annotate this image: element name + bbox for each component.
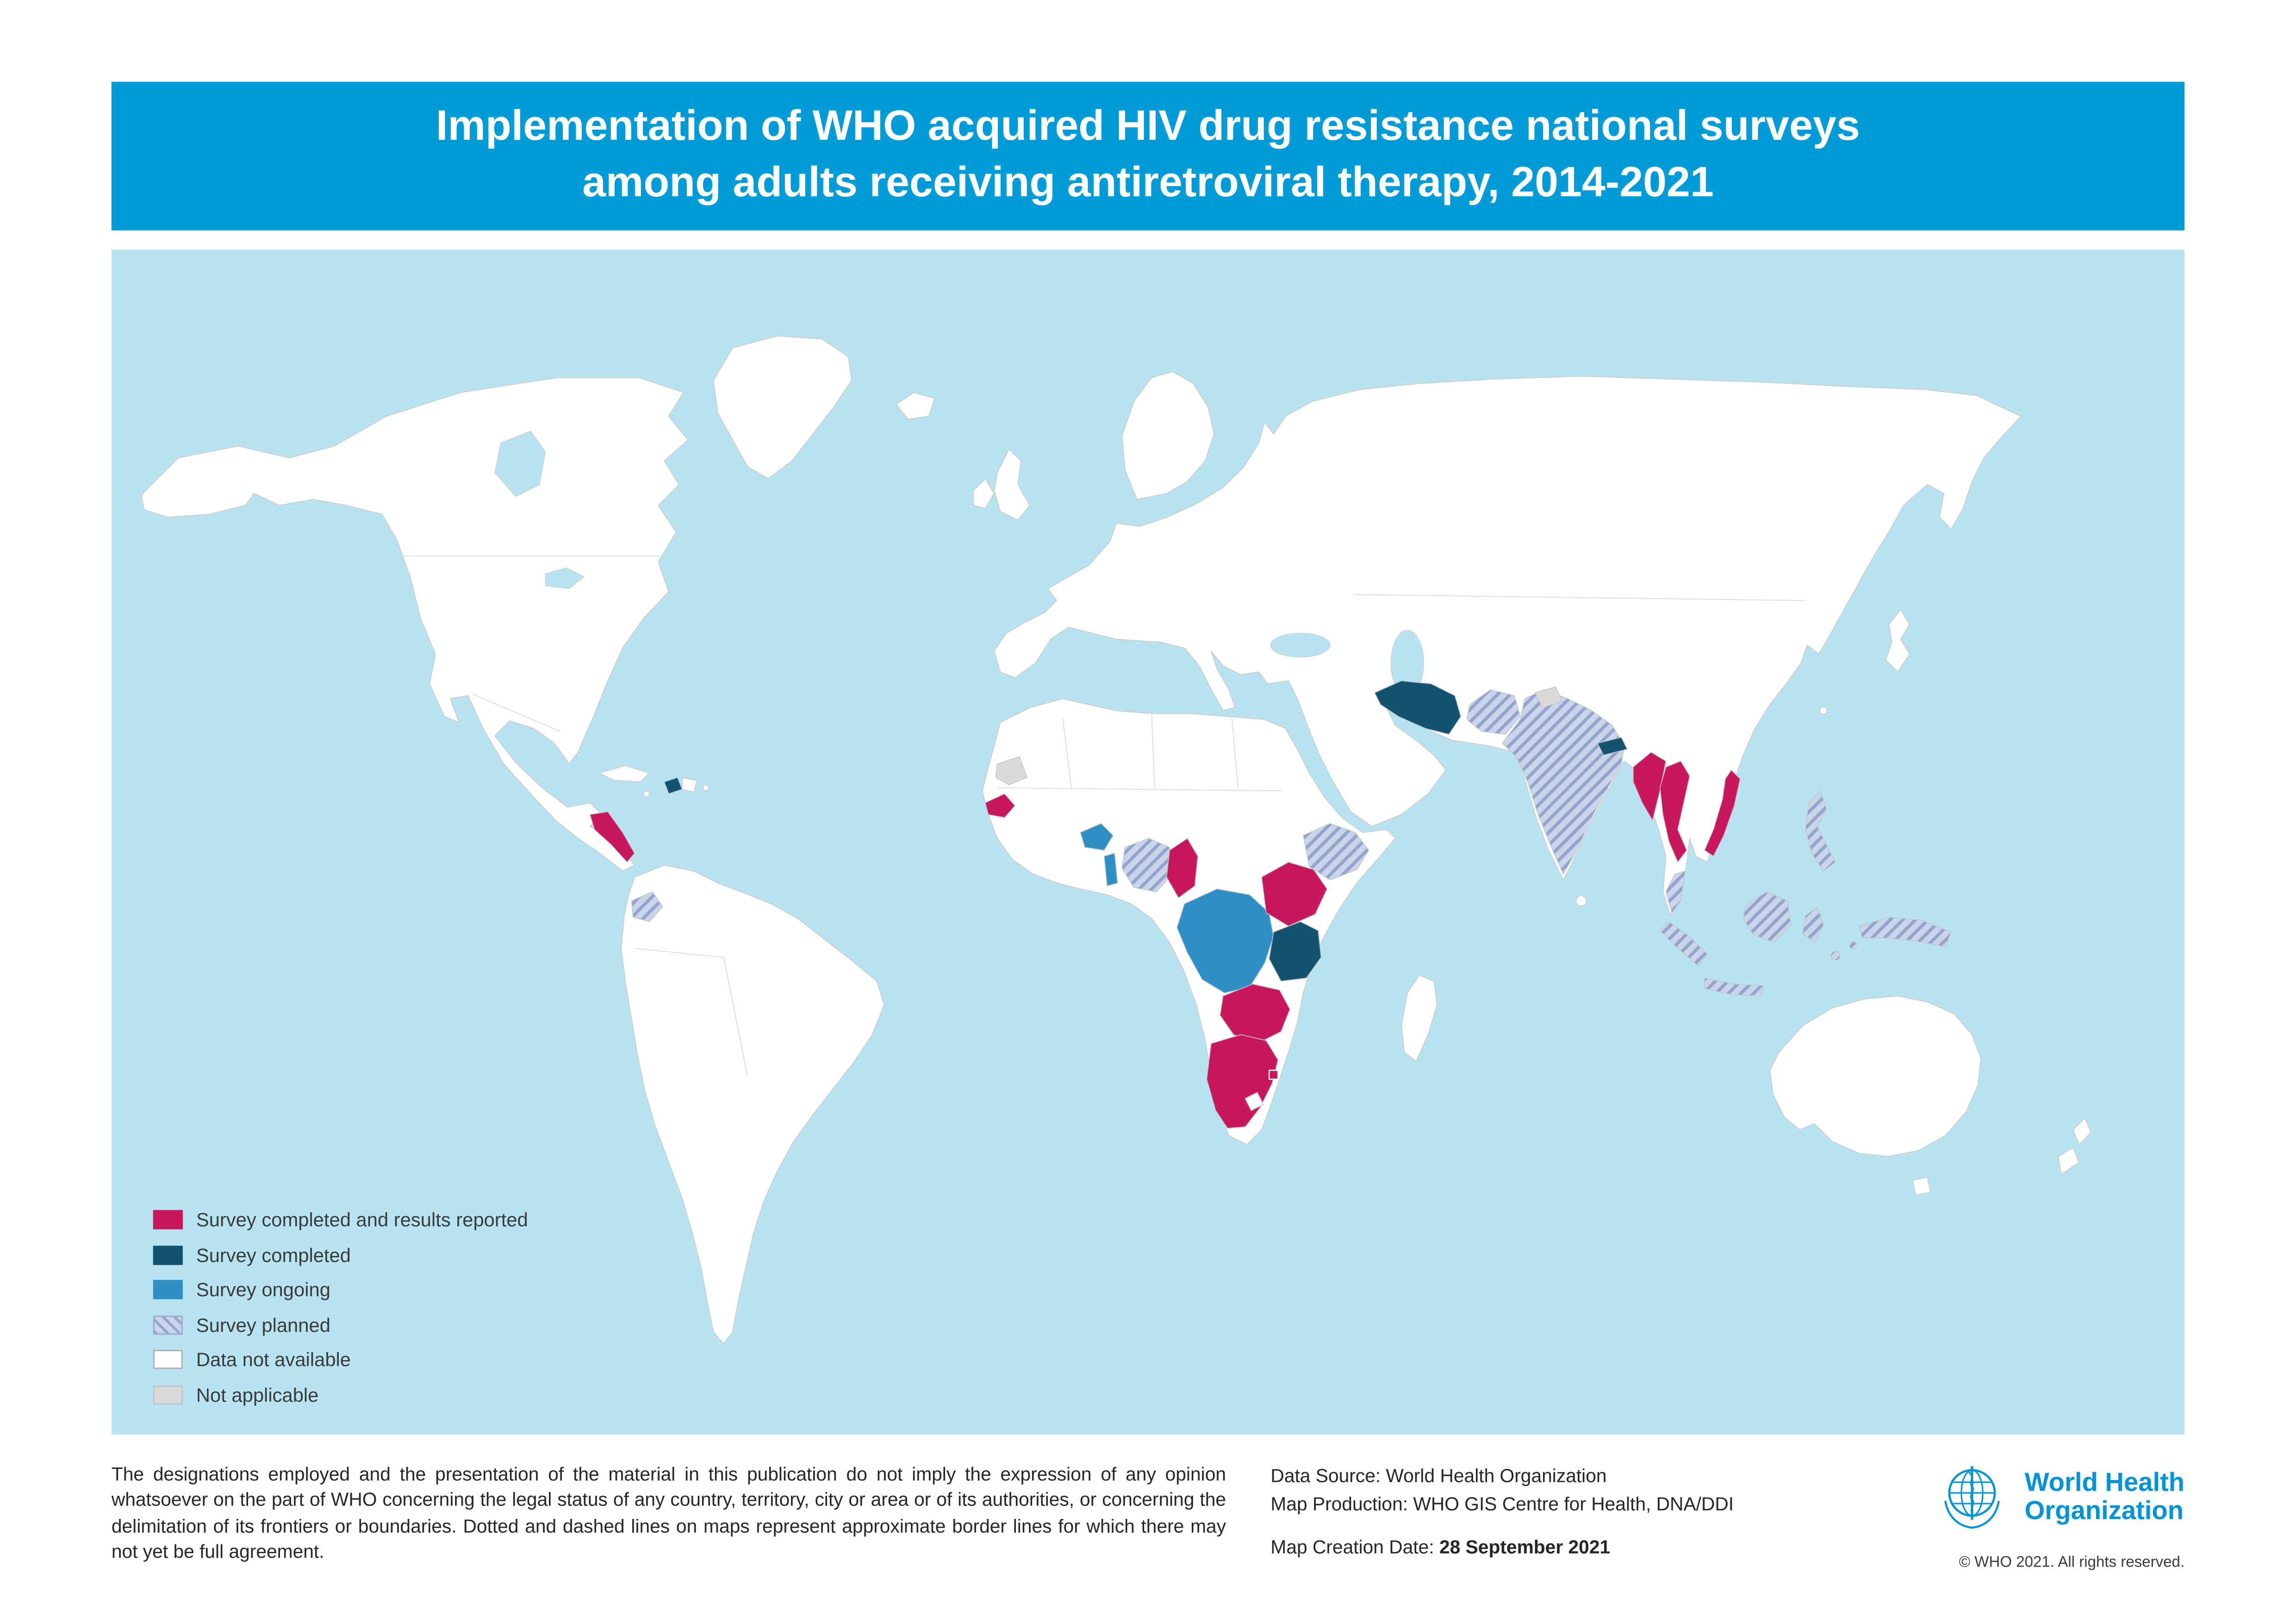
region-uganda-kenya [1261, 862, 1328, 927]
borders-south-america [635, 948, 748, 1076]
data-source-line: Data Source: World Health Organization [1270, 1466, 1607, 1487]
region-afghanistan [1466, 689, 1521, 735]
region-haiti [664, 777, 683, 794]
landmass-south-america [621, 864, 885, 1344]
legend-swatch-ongoing [153, 1280, 183, 1300]
landmasses [140, 335, 2092, 1344]
legend-swatch-completed [153, 1245, 183, 1265]
legend-label: Survey planned [196, 1313, 330, 1336]
hudson-bay [494, 431, 546, 497]
border-russia-south [1354, 594, 1806, 601]
legend-label: Data not available [196, 1349, 351, 1371]
page-title-line2: among adults receiving antiretroviral th… [582, 159, 1714, 207]
borders-north-africa [1062, 715, 1238, 788]
disclaimer-text: The designations employed and the presen… [111, 1464, 1226, 1562]
legend-label: Survey completed [196, 1243, 351, 1266]
landmass-scandinavia [1121, 371, 1215, 500]
landmass-japan [1885, 609, 1910, 673]
region-togo [1103, 853, 1118, 887]
legend-item: Not applicable [153, 1377, 528, 1412]
region-western-sahara [995, 756, 1027, 786]
landmass-dominican-republic [681, 777, 698, 793]
landmass-madagascar [1400, 974, 1438, 1062]
region-viet-nam [1704, 769, 1741, 857]
region-cameroon [1166, 838, 1198, 899]
map-creation-line: Map Creation Date: 28 September 2021 [1270, 1534, 1734, 1562]
landmass-new-zealand-south [2058, 1147, 2080, 1175]
landmass-sri-lanka [1575, 895, 1587, 907]
region-senegal [985, 793, 1015, 818]
legend-swatch-data-not-available [153, 1350, 183, 1370]
who-wordmark-line2: Organization [2024, 1495, 2184, 1525]
region-nigeria [1121, 838, 1173, 893]
region-ecuador [631, 891, 663, 922]
legend-item: Survey planned [153, 1307, 528, 1342]
copyright-text: © WHO 2021. All rights reserved. [1959, 1555, 2185, 1572]
legend: Survey completed and results reported Su… [153, 1203, 528, 1412]
region-indonesia-moluccas [1830, 951, 1841, 961]
who-emblem-icon [1945, 1466, 2001, 1529]
region-papua-new-guinea [1859, 917, 1952, 948]
region-malaysia [1665, 870, 1686, 913]
map-panel: Survey completed and results reported Su… [111, 250, 2185, 1435]
region-indonesia-timor [1849, 941, 1857, 950]
who-logo: World Health Organization [1933, 1457, 2185, 1537]
landmass-north-america [140, 377, 689, 872]
landmass-puerto-rico [702, 784, 709, 792]
legend-label: Survey ongoing [196, 1279, 330, 1301]
who-wordmark: World Health Organization [2025, 1469, 2185, 1524]
region-eswatini [1268, 1069, 1279, 1080]
region-nepal [1597, 737, 1628, 756]
region-iran [1374, 680, 1462, 735]
landmass-ireland [973, 478, 995, 509]
landmass-jamaica [643, 790, 650, 798]
legend-swatch-completed-reported [153, 1210, 183, 1230]
map-metadata: Data Source: World Health Organization M… [1270, 1463, 1734, 1563]
region-thailand [1659, 761, 1690, 863]
region-ethiopia [1303, 823, 1369, 881]
landmass-tasmania [1912, 1176, 1931, 1196]
great-lakes [545, 567, 585, 589]
legend-item: Survey completed [153, 1237, 528, 1272]
legend-swatch-not-applicable [153, 1385, 183, 1405]
legend-item: Survey completed and results reported [153, 1203, 528, 1237]
who-wordmark-line1: World Health [2024, 1468, 2185, 1498]
legend-item: Survey ongoing [153, 1273, 528, 1307]
region-burkina-faso [1080, 823, 1114, 851]
border-sahara [997, 787, 1283, 792]
border-us-mexico [472, 693, 560, 732]
black-sea [1270, 633, 1331, 658]
landmass-new-zealand-north [2072, 1117, 2092, 1145]
map-production-line: Map Production: WHO GIS Centre for Healt… [1270, 1494, 1734, 1515]
legend-label: Not applicable [196, 1383, 319, 1406]
region-indonesia-borneo [1742, 891, 1792, 943]
landmass-great-britain [994, 448, 1031, 521]
landmass-greenland [713, 335, 852, 480]
landmass-iceland [896, 392, 935, 420]
map-creation-date: 28 September 2021 [1439, 1537, 1611, 1558]
world-map [140, 335, 2092, 1344]
region-myanmar [1633, 751, 1667, 821]
region-drc [1176, 888, 1274, 993]
region-indonesia-sulawesi [1802, 906, 1824, 943]
legend-label: Survey completed and results reported [196, 1209, 528, 1231]
region-indonesia-java [1704, 978, 1765, 997]
page-title-line1: Implementation of WHO acquired HIV drug … [436, 103, 1860, 151]
legend-swatch-planned [153, 1315, 183, 1335]
region-philippines [1805, 790, 1836, 872]
map-creation-label: Map Creation Date: [1270, 1537, 1434, 1558]
region-lesotho [1244, 1092, 1264, 1111]
region-tanzania [1269, 921, 1322, 982]
landmass-cuba [598, 765, 650, 783]
legend-item: Data not available [153, 1343, 528, 1377]
header-banner: Implementation of WHO acquired HIV drug … [111, 81, 2185, 231]
survey-status-regions [589, 680, 1952, 1129]
region-kashmir [1535, 686, 1562, 708]
region-indonesia-sumatra [1659, 921, 1708, 967]
region-zambia-zimbabwe [1220, 983, 1290, 1044]
region-central-america [589, 811, 635, 863]
landmass-australia [1769, 995, 1982, 1157]
landmass-taiwan [1819, 706, 1828, 715]
